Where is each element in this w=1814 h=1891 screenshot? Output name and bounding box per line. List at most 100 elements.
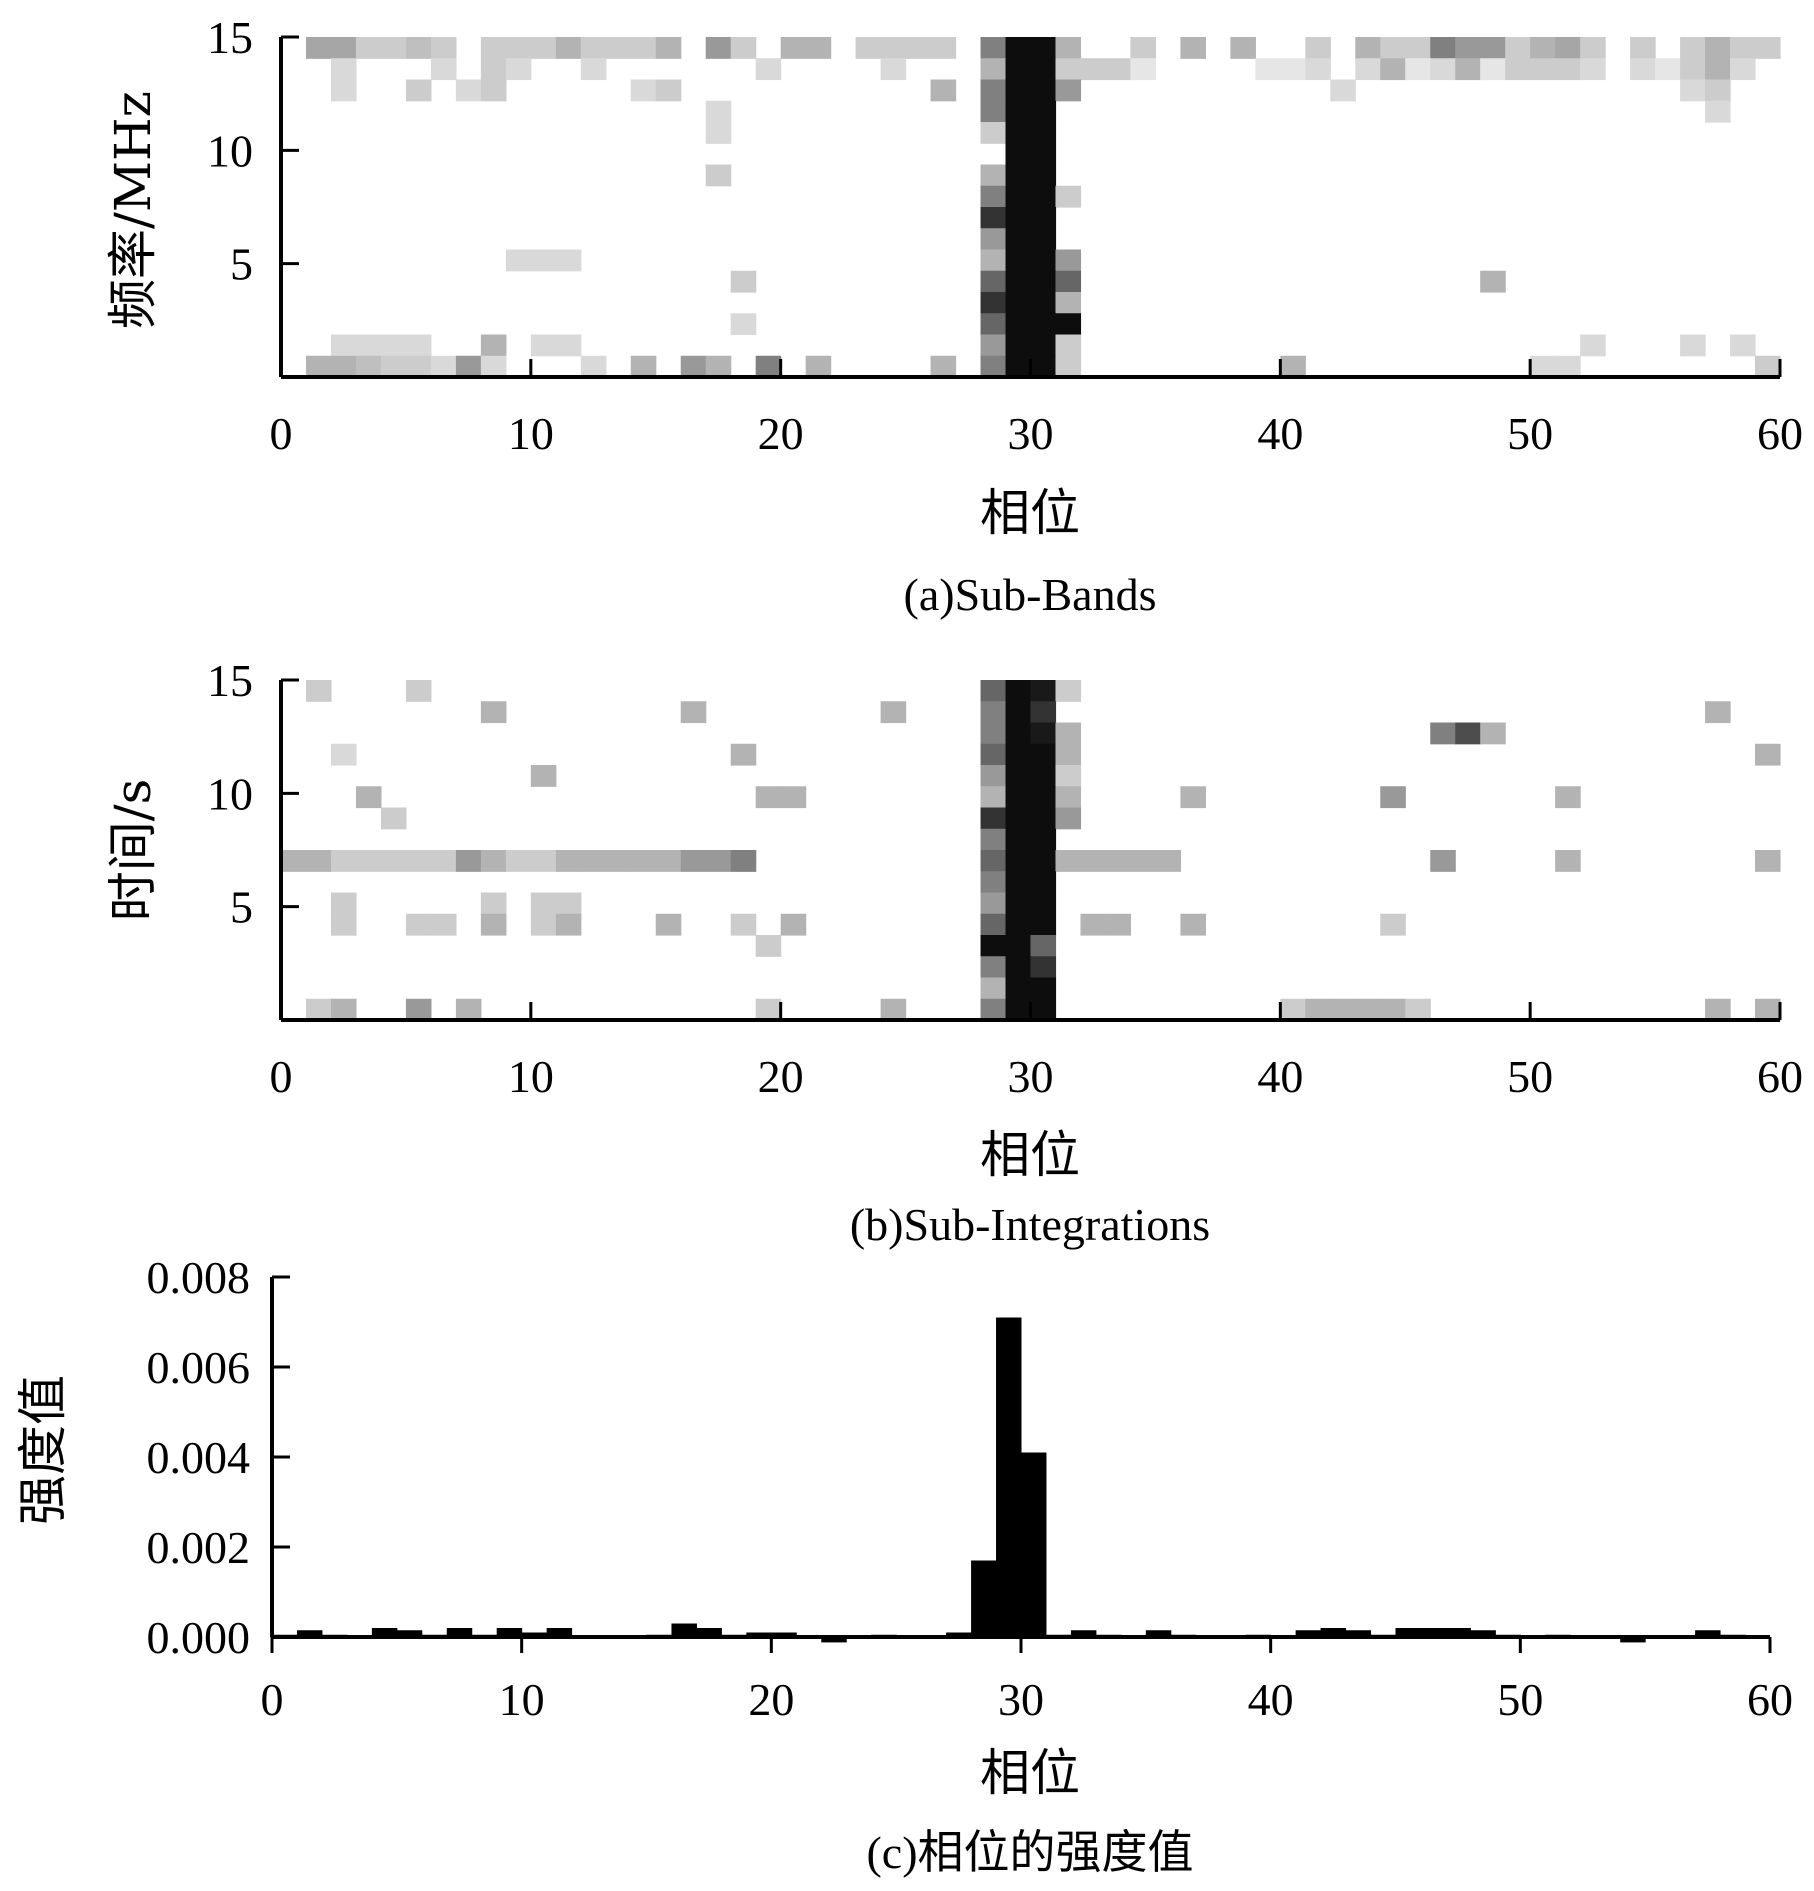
x-tick-label: 50: [1507, 1051, 1553, 1102]
heatmap-cell: [1005, 37, 1032, 59]
heatmap-cell: [1480, 58, 1506, 81]
heatmap-cell: [1005, 743, 1032, 766]
heatmap-cell: [1030, 355, 1057, 378]
heatmap-cell: [1030, 935, 1057, 957]
heatmap-cell: [305, 680, 332, 702]
heatmap-cell: [980, 828, 1007, 851]
heatmap-cell: [480, 701, 507, 724]
y-axis-title-b: 时间/s: [104, 779, 162, 922]
y-tick-label: 5: [230, 882, 253, 933]
heatmap-cell: [1355, 998, 1381, 1021]
heatmap-cell: [1405, 998, 1431, 1021]
heatmap-cell: [1380, 913, 1406, 936]
heatmap-cell: [330, 79, 357, 102]
heatmap-cell: [330, 743, 357, 766]
heatmap-cell: [780, 786, 807, 809]
heatmap-cell: [630, 355, 657, 378]
x-axis-title-c: 相位: [980, 1744, 1080, 1802]
panel-b: 0 10 20 30 40 50 60 5 10 15 相位 时间/s (b)Sub-Integr…: [104, 655, 1803, 1250]
heatmap-cell: [380, 37, 407, 59]
y-tick-label: 5: [230, 239, 253, 290]
heatmap-cell: [1630, 37, 1656, 59]
heatmap-cell: [430, 58, 457, 81]
x-tick-label: 30: [998, 1674, 1044, 1725]
heatmap-cell: [1055, 334, 1082, 357]
heatmap-cell: [380, 850, 407, 872]
heatmap-cell: [980, 79, 1007, 102]
heatmap-cell: [1005, 956, 1032, 979]
y-tick-label: 0.006: [147, 1342, 251, 1393]
bar: [546, 1628, 573, 1637]
bar: [1295, 1630, 1322, 1637]
heatmap-cell: [455, 79, 482, 102]
heatmap-cell: [1005, 850, 1032, 872]
heatmap-cell: [355, 334, 382, 357]
heatmap-cell: [1105, 913, 1132, 936]
heatmap-cell: [1055, 58, 1082, 81]
heatmap-cell: [655, 37, 682, 59]
heatmap-cell: [1305, 998, 1331, 1021]
heatmap-cell: [355, 850, 382, 872]
heatmap-cell: [380, 807, 407, 830]
heatmap-cell: [580, 37, 607, 59]
heatmap-cell: [980, 850, 1007, 872]
heatmap-cell: [1005, 143, 1032, 166]
heatmap-cell: [1030, 977, 1057, 1000]
heatmap-cell: [1030, 292, 1057, 314]
heatmap-cell: [1630, 58, 1656, 81]
heatmap-cell: [555, 249, 582, 272]
heatmap-cell: [1030, 270, 1057, 293]
x-tick-label: 30: [1008, 408, 1054, 459]
heatmap-cell: [1680, 37, 1706, 59]
heatmap-cell: [780, 913, 807, 936]
heatmap-cell: [1030, 828, 1057, 851]
heatmap-cell: [1055, 270, 1082, 293]
heatmap-cell: [1405, 37, 1431, 59]
heatmap-cell: [480, 892, 507, 915]
heatmap-cell: [1005, 355, 1032, 378]
heatmap-cell: [330, 913, 357, 936]
heatmap-cell: [1005, 58, 1032, 81]
heatmap-cell: [1280, 998, 1306, 1021]
heatmap-cell: [1705, 79, 1731, 102]
heatmap-cell: [1030, 998, 1057, 1021]
heatmap-cell: [555, 850, 582, 872]
heatmap-cell: [1005, 185, 1032, 208]
heatmap-a-cells: [305, 37, 1781, 378]
heatmap-cell: [1080, 58, 1107, 81]
heatmap-cell: [755, 935, 782, 957]
y-axis-title-c: 强度值: [14, 1375, 72, 1525]
heatmap-cell: [1055, 79, 1082, 102]
heatmap-cell: [505, 37, 532, 59]
heatmap-cell: [1255, 58, 1281, 81]
bar: [1470, 1630, 1496, 1637]
heatmap-cell: [730, 270, 757, 293]
heatmap-cell: [480, 850, 507, 872]
heatmap-cell: [530, 334, 557, 357]
heatmap-cell: [580, 850, 607, 872]
x-tick-label: 50: [1497, 1674, 1543, 1725]
heatmap-cell: [455, 998, 482, 1021]
heatmap-cell: [1030, 249, 1057, 272]
heatmap-cell: [1005, 292, 1032, 314]
heatmap-cell: [605, 37, 632, 59]
heatmap-cell: [705, 355, 732, 378]
x-tick-label: 10: [508, 408, 554, 459]
heatmap-cell: [1380, 998, 1406, 1021]
heatmap-cell: [555, 892, 582, 915]
heatmap-cell: [980, 765, 1007, 787]
heatmap-cell: [1580, 334, 1606, 357]
bar: [1145, 1630, 1172, 1637]
y-tick-label: 15: [207, 655, 253, 706]
heatmap-cell: [480, 58, 507, 81]
heatmap-cell: [1305, 37, 1331, 59]
heatmap-cell: [430, 850, 457, 872]
heatmap-cell: [1180, 786, 1206, 809]
heatmap-cell: [630, 850, 657, 872]
heatmap-cell: [1380, 786, 1406, 809]
heatmap-cell: [1005, 935, 1032, 957]
bar: [671, 1623, 697, 1637]
heatmap-cell: [655, 850, 682, 872]
y-tick-label: 0.004: [147, 1432, 251, 1483]
